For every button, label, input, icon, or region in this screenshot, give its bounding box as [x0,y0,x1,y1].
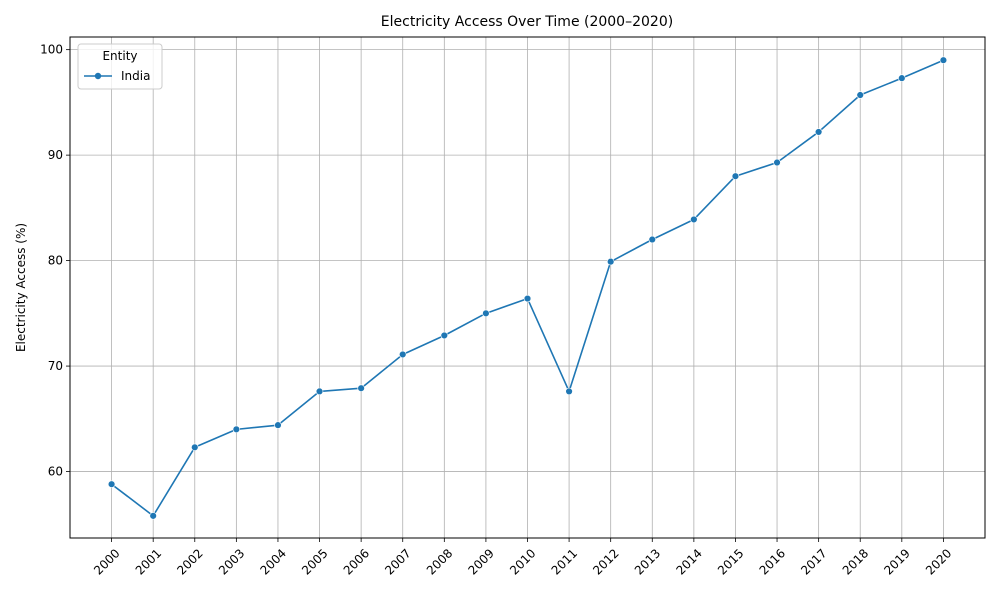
data-point [690,215,698,224]
legend-title: Entity [102,49,137,63]
x-tick-label: 2015 [715,546,746,577]
x-tick-label: 2007 [382,546,413,577]
y-tick-label: 100 [40,43,63,57]
data-point [399,350,407,359]
data-point [191,443,199,451]
grid-lines [70,37,985,538]
x-tick-label: 2003 [216,546,247,577]
data-point [898,74,906,82]
x-tick-label: 2013 [632,546,663,577]
x-tick-label: 2009 [465,546,496,577]
data-point [232,425,241,434]
data-point [149,512,157,520]
x-tick-label: 2008 [424,546,455,577]
y-tick-label: 80 [48,254,63,268]
data-point [606,257,615,266]
x-tick-label: 2001 [133,546,164,577]
x-tick-label: 2011 [549,546,580,577]
data-point [482,309,490,318]
data-point [939,56,948,64]
data-point [814,128,823,136]
data-point [856,91,864,99]
legend-label-india: India [121,69,150,83]
x-tick-label: 2016 [757,546,788,577]
x-tick-label: 2019 [881,546,912,577]
x-tick-label: 2018 [840,546,871,577]
data-point [357,384,365,392]
chart-title: Electricity Access Over Time (2000–2020) [381,14,673,30]
x-tick-label: 2012 [590,546,621,577]
y-axis-label: Electricity Access (%) [14,223,28,352]
data-point [648,235,656,244]
x-tick-label: 2000 [91,546,122,577]
x-tick-label: 2014 [673,546,704,577]
y-tick-label: 60 [48,465,63,479]
data-point [731,172,740,180]
y-axis-ticks: 60 70 80 90 100 [40,43,70,479]
data-point [440,331,449,340]
data-point [274,421,282,429]
y-tick-label: 90 [48,148,63,162]
x-tick-label: 2004 [258,546,289,577]
legend: Entity India [77,43,163,90]
data-point [523,294,532,303]
x-tick-label: 2006 [341,546,372,577]
data-point [107,480,116,488]
x-tick-label: 2010 [507,546,538,577]
x-tick-label: 2020 [923,546,954,577]
legend-marker-india [94,72,102,80]
x-tick-label: 2005 [299,546,330,577]
x-tick-label: 2017 [798,546,829,577]
x-tick-label: 2002 [174,546,205,577]
x-axis-ticks: 2000 2001 2002 2003 2004 2005 2006 2007 2008 2009… [91,538,954,578]
data-point [773,158,781,167]
series-group [107,56,948,520]
y-tick-label: 70 [48,359,63,373]
data-point [315,387,324,396]
data-point [565,387,573,396]
